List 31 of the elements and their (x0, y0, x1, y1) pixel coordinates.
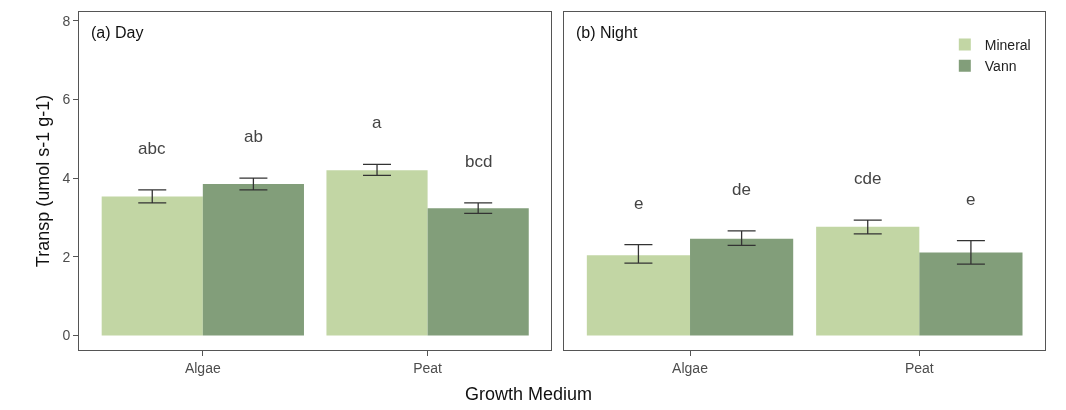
data-label: cde (854, 169, 882, 188)
y-tick-label: 2 (62, 248, 71, 265)
bar (586, 255, 691, 336)
data-label: abc (138, 139, 166, 158)
bar (427, 208, 529, 336)
legend-label: Vann (984, 58, 1017, 75)
data-label: ab (244, 127, 263, 146)
x-tick-label: Peat (413, 359, 443, 376)
bar (326, 170, 428, 336)
y-axis-title: Transp (umol s-1 g-1) (32, 94, 53, 268)
text: (a) Day (91, 24, 144, 41)
y-tick-label: 8 (62, 12, 71, 29)
y-tick-label: 4 (62, 169, 71, 186)
x-tick-label: Algae (184, 359, 221, 376)
legend-label: Mineral (984, 36, 1031, 53)
bar (202, 183, 304, 336)
data-label: a (372, 113, 382, 132)
x-tick-label: Algae (672, 359, 709, 376)
data-label: de (732, 180, 751, 199)
bar (101, 196, 203, 336)
text: (b) Night (576, 24, 638, 41)
bar (690, 238, 794, 336)
data-label: e (966, 190, 976, 209)
x-tick-label: Peat (904, 359, 934, 376)
bar (919, 252, 1023, 336)
y-tick-label: 6 (62, 91, 71, 108)
x-axis-title: Growth Medium (465, 384, 593, 404)
data-label: bcd (465, 152, 493, 171)
y-tick-label: 0 (62, 327, 71, 344)
bar (816, 226, 920, 336)
data-label: e (634, 194, 644, 213)
